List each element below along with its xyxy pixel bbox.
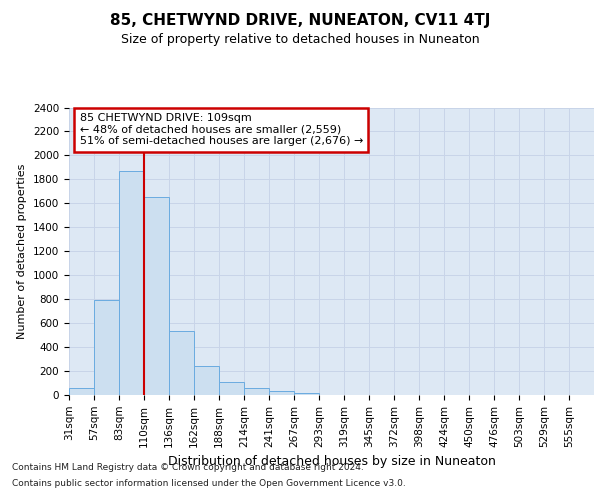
Text: 85, CHETWYND DRIVE, NUNEATON, CV11 4TJ: 85, CHETWYND DRIVE, NUNEATON, CV11 4TJ — [110, 12, 490, 28]
Bar — [294, 392, 319, 395]
Text: Size of property relative to detached houses in Nuneaton: Size of property relative to detached ho… — [121, 32, 479, 46]
Bar — [94, 300, 119, 395]
Bar — [219, 382, 244, 395]
X-axis label: Distribution of detached houses by size in Nuneaton: Distribution of detached houses by size … — [167, 455, 496, 468]
Y-axis label: Number of detached properties: Number of detached properties — [17, 164, 28, 339]
Bar — [119, 171, 144, 395]
Bar — [269, 391, 294, 395]
Text: 85 CHETWYND DRIVE: 109sqm
← 48% of detached houses are smaller (2,559)
51% of se: 85 CHETWYND DRIVE: 109sqm ← 48% of detac… — [79, 114, 363, 146]
Bar — [69, 388, 94, 395]
Bar — [244, 388, 269, 395]
Bar — [144, 198, 169, 395]
Bar — [194, 366, 219, 395]
Text: Contains HM Land Registry data © Crown copyright and database right 2024.: Contains HM Land Registry data © Crown c… — [12, 464, 364, 472]
Bar — [169, 331, 194, 395]
Text: Contains public sector information licensed under the Open Government Licence v3: Contains public sector information licen… — [12, 478, 406, 488]
